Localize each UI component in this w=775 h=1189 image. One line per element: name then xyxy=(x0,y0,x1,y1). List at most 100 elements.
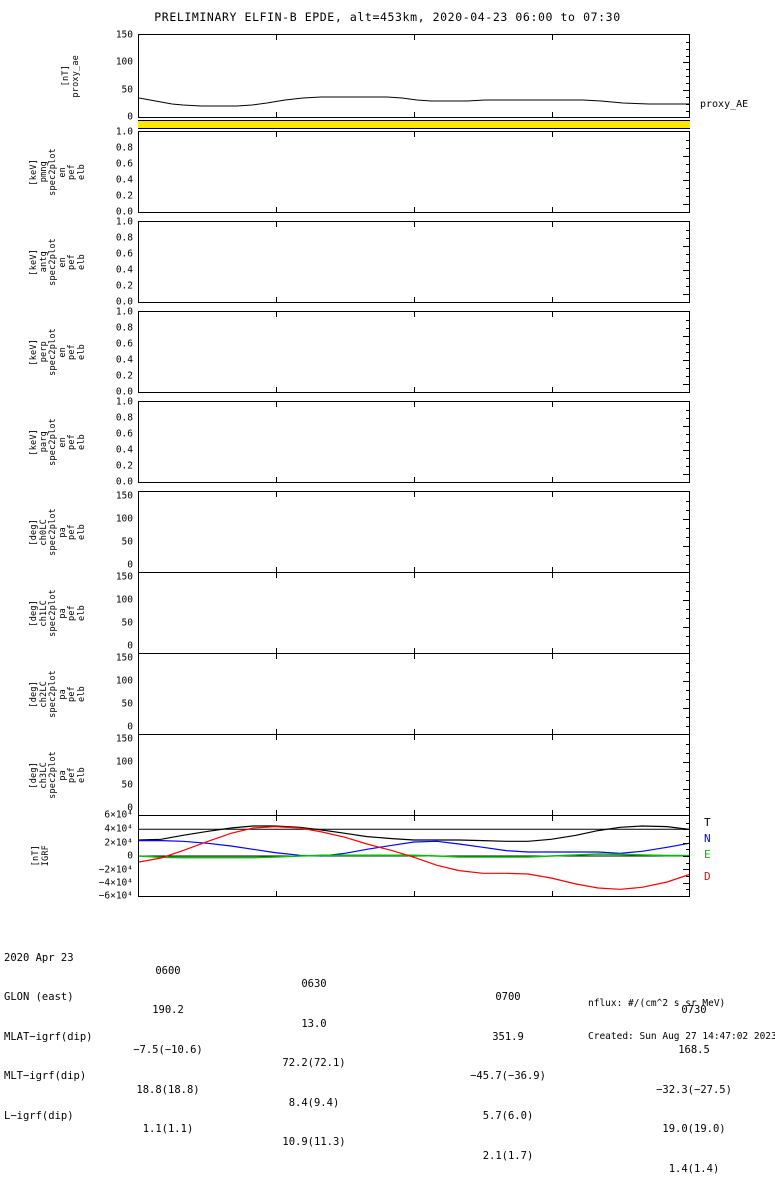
panel-igrf-ylabel: IGRF [nT] xyxy=(31,815,51,897)
ytick-label: −4×10⁴ xyxy=(98,877,133,889)
elfin-summary-plot: PRELIMINARY ELFIN-B EPDE, alt=453km, 202… xyxy=(4,10,775,1175)
proxy-ae-legend-label: proxy_AE xyxy=(700,99,749,110)
ylabel-word: en xyxy=(57,436,68,448)
ytick-label: 0.8 xyxy=(115,412,133,424)
panel-en-spec-perp-plot-area xyxy=(139,312,689,392)
ylabel-word: spec2plot xyxy=(48,418,58,466)
igrf-legend-N: N xyxy=(704,832,711,845)
panel-en-spec-pmng-ylabel: elb pef en spec2plot pmng [keV] xyxy=(29,131,87,213)
panel-pa-spec-ch3lc xyxy=(138,734,690,816)
ytick-label: 100 xyxy=(115,675,133,687)
row-label: 2020 Apr 23 xyxy=(4,951,74,964)
ytick-label: 150 xyxy=(115,29,133,41)
panel-pa-spec-ch1lc xyxy=(138,572,690,654)
panel-en-spec-perp xyxy=(138,311,690,393)
ytick-label: 1.0 xyxy=(115,306,133,318)
ytick-label: 4×10⁴ xyxy=(104,823,133,835)
footer-created: Created: Sun Aug 27 14:47:02 2023 xyxy=(588,1031,775,1042)
igrf-legend-T: T xyxy=(704,816,711,829)
ytick-label: 100 xyxy=(115,756,133,768)
yellow-status-bar xyxy=(138,120,690,129)
ylabel-word: [keV] xyxy=(29,338,39,366)
ytick-label: 150 xyxy=(115,490,133,502)
panel-igrf-yticks: 6×10⁴ 4×10⁴ 2×10⁴ 0 −2×10⁴ −4×10⁴ −6×10⁴ xyxy=(60,810,136,900)
ytick-label: 0.2 xyxy=(115,280,133,292)
ytick-label: 1.0 xyxy=(115,216,133,228)
ylabel-word: elb xyxy=(76,254,87,270)
ylabel-word: [deg] xyxy=(29,599,39,627)
table-row: L−igrf(dip) 1.1(1.1) 10.9(11.3) 2.1(1.7)… xyxy=(4,1097,770,1175)
row-value: 2.1(1.7) xyxy=(482,1149,534,1162)
ylabel-word: en xyxy=(57,256,68,268)
ylabel-word: spec2plot xyxy=(48,670,58,718)
panel-en-spec-pmng xyxy=(138,131,690,213)
ylabel-word: parg xyxy=(38,431,49,453)
ylabel-word: ch2LC xyxy=(38,680,49,708)
row-value: 19.0(19.0) xyxy=(662,1123,726,1136)
ytick-label: 50 xyxy=(121,779,133,791)
ytick-label: 100 xyxy=(115,513,133,525)
ylabel-word: spec2plot xyxy=(48,148,58,196)
row-value: 0700 xyxy=(495,991,521,1004)
ylabel-word: pef xyxy=(67,434,77,450)
ytick-label: −6×10⁴ xyxy=(98,890,133,902)
row-value: 10.9(11.3) xyxy=(282,1136,346,1149)
ylabel-word: pa xyxy=(57,526,68,538)
panel-en-spec-perp-ylabel: elb pef en spec2plot perp [keV] xyxy=(29,311,87,393)
panel-pa-spec-ch2lc xyxy=(138,653,690,735)
panel-proxy-ae-yticks: 150 100 50 0 xyxy=(74,30,136,121)
ytick-label: 150 xyxy=(115,652,133,664)
ytick-label: 0.8 xyxy=(115,322,133,334)
ytick-label: 1.0 xyxy=(115,396,133,408)
ylabel-word: elb xyxy=(76,524,87,540)
panel-pa-spec-ch1lc-ylabel: elb pef pa spec2plot ch1LC [deg] xyxy=(29,572,87,654)
ylabel-word: IGRF xyxy=(40,845,51,867)
ytick-label: 100 xyxy=(115,594,133,606)
ylabel-word: spec2plot xyxy=(48,238,58,286)
ytick-label: 0.0 xyxy=(115,476,133,488)
ylabel-word: [deg] xyxy=(29,761,39,789)
proxy-ae-trace xyxy=(139,96,689,107)
row-label: MLT−igrf(dip) xyxy=(4,1070,87,1083)
row-label: L−igrf(dip) xyxy=(4,1109,74,1122)
ylabel-word: spec2plot xyxy=(48,508,58,556)
panel-proxy-ae xyxy=(138,34,690,118)
ytick-label: 0.6 xyxy=(115,158,133,170)
ytick-label: 0 xyxy=(127,721,133,733)
panel-en-spec-antg xyxy=(138,221,690,303)
table-row: 2020 Apr 23 0600 0630 0700 0730 xyxy=(4,938,770,1017)
row-label: MLAT−igrf(dip) xyxy=(4,1030,93,1043)
ylabel-word: pef xyxy=(67,344,77,360)
ylabel-word: [nT] xyxy=(31,845,41,867)
ylabel-word: spec2plot xyxy=(48,589,58,637)
ytick-label: 0.4 xyxy=(115,174,133,186)
row-value: −32.3(−27.5) xyxy=(656,1083,732,1096)
ylabel-word: pef xyxy=(67,164,77,180)
ylabel-word: [nT] xyxy=(61,65,71,87)
ytick-label: 150 xyxy=(115,571,133,583)
footer-block: nflux: #/(cm^2 s sr MeV) Created: Sun Au… xyxy=(588,976,775,1064)
panel-pa-spec-ch0lc xyxy=(138,491,690,573)
ylabel-word: ch3LC xyxy=(38,761,49,789)
ylabel-word: pef xyxy=(67,524,77,540)
igrf-traces xyxy=(139,825,689,890)
ytick-label: 0.4 xyxy=(115,264,133,276)
ylabel-word: [keV] xyxy=(29,428,39,456)
ylabel-word: en xyxy=(57,166,68,178)
ytick-label: 50 xyxy=(121,84,133,96)
row-value: 0630 xyxy=(301,978,327,991)
ytick-label: 0 xyxy=(127,111,133,123)
panel-en-spec-perp-yticks: 1.0 0.8 0.6 0.4 0.2 0.0 xyxy=(74,307,136,396)
ytick-label: 0.6 xyxy=(115,248,133,260)
ytick-label: 0.6 xyxy=(115,428,133,440)
ylabel-word: elb xyxy=(76,605,87,621)
panel-proxy-ae-plot-area xyxy=(139,35,689,117)
ytick-label: 0.2 xyxy=(115,460,133,472)
ytick-label: 0.2 xyxy=(115,370,133,382)
ylabel-word: [keV] xyxy=(29,248,39,276)
panel-pa-spec-ch2lc-plot-area xyxy=(139,654,689,734)
ylabel-word: elb xyxy=(76,164,87,180)
ylabel-word: perp xyxy=(38,341,49,363)
ytick-label: 0.4 xyxy=(115,354,133,366)
ytick-label: 50 xyxy=(121,617,133,629)
